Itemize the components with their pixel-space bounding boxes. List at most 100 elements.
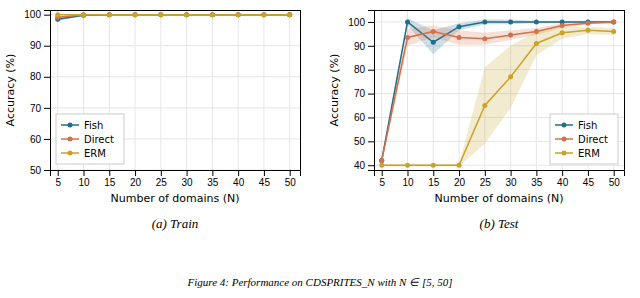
x-tick: 35 xyxy=(531,170,543,188)
tick-mark xyxy=(44,46,50,47)
point xyxy=(184,12,189,17)
panel: 5101520253035404550405060708090100Number… xyxy=(328,10,625,231)
tick-mark xyxy=(44,108,50,109)
legend: FishDirectERM xyxy=(56,114,124,164)
point xyxy=(210,12,215,17)
point xyxy=(236,12,241,17)
tick-label: 5 xyxy=(55,177,61,188)
error-band xyxy=(58,14,290,15)
grid-line xyxy=(135,10,136,170)
tick-mark xyxy=(264,170,265,176)
point xyxy=(287,12,292,17)
series xyxy=(55,12,292,17)
point xyxy=(261,12,266,17)
grid xyxy=(374,10,624,170)
y-axis-title: Accuracy (%) xyxy=(4,54,17,127)
tick-mark xyxy=(161,170,162,176)
y-tick: 90 xyxy=(30,40,50,51)
tick-label: 50 xyxy=(285,177,297,188)
point xyxy=(508,74,513,79)
tick-label: 25 xyxy=(480,177,492,188)
grid-line xyxy=(374,45,624,46)
grid-line xyxy=(50,76,300,77)
point xyxy=(379,163,384,168)
tick-mark xyxy=(44,15,50,16)
x-tick: 45 xyxy=(259,170,271,188)
error-band xyxy=(58,15,290,18)
subtitle: (a) Train xyxy=(152,216,199,231)
x-tick: 20 xyxy=(454,170,466,188)
point xyxy=(585,28,590,33)
point xyxy=(261,12,266,17)
tick-label: 35 xyxy=(207,177,219,188)
tick-mark xyxy=(368,165,374,166)
tick-label: 15 xyxy=(104,177,116,188)
point xyxy=(431,40,436,45)
tick-mark xyxy=(368,70,374,71)
tick-mark xyxy=(44,170,50,171)
error-band xyxy=(58,15,290,21)
x-tick: 20 xyxy=(130,170,142,188)
point xyxy=(534,19,539,24)
point xyxy=(261,12,266,17)
tick-mark xyxy=(58,170,59,176)
x-axis: 5101520253035404550 xyxy=(51,170,301,188)
point xyxy=(287,12,292,17)
tick-label: 10 xyxy=(78,177,90,188)
x-axis-title: Number of domains (N) xyxy=(434,192,563,205)
legend-box xyxy=(56,114,124,164)
line xyxy=(58,15,290,20)
tick-mark xyxy=(536,170,537,176)
frame-line xyxy=(300,10,301,170)
legend: FishDirectERM xyxy=(550,114,618,164)
tick-mark xyxy=(614,170,615,176)
point xyxy=(611,19,616,24)
series xyxy=(55,12,292,19)
tick-mark xyxy=(368,46,374,47)
x-tick: 25 xyxy=(480,170,492,188)
tick-mark xyxy=(382,170,383,176)
x-tick: 45 xyxy=(583,170,595,188)
point xyxy=(133,12,138,17)
x-axis-title: Number of domains (N) xyxy=(110,192,239,205)
tick-mark xyxy=(368,22,374,23)
point xyxy=(611,19,616,24)
tick-label: 80 xyxy=(30,71,42,82)
point xyxy=(81,13,86,18)
point xyxy=(210,12,215,17)
grid-line xyxy=(263,10,264,170)
y-tick: 70 xyxy=(30,103,50,114)
point xyxy=(158,12,163,17)
tick-mark xyxy=(368,141,374,142)
x-tick: 5 xyxy=(379,170,385,188)
point xyxy=(379,158,384,163)
point xyxy=(457,35,462,40)
caption: Figure 4: Performance on CDSPRITES_N wit… xyxy=(186,276,452,288)
grid-line xyxy=(186,10,187,170)
tick-label: 20 xyxy=(454,177,466,188)
tick-label: 5 xyxy=(379,177,385,188)
tick-label: 50 xyxy=(30,165,42,176)
point xyxy=(405,19,410,24)
y-tick: 100 xyxy=(348,17,374,28)
tick-mark xyxy=(44,77,50,78)
grid-line xyxy=(212,10,213,170)
tick-mark xyxy=(433,170,434,176)
x-tick: 35 xyxy=(207,170,219,188)
tick-mark xyxy=(290,170,291,176)
point xyxy=(210,12,215,17)
point xyxy=(184,12,189,17)
tick-label: 100 xyxy=(348,17,365,28)
tick-mark xyxy=(511,170,512,176)
point xyxy=(508,33,513,38)
point xyxy=(560,30,565,35)
tick-label: 70 xyxy=(30,103,42,114)
point xyxy=(379,158,384,163)
tick-label: 40 xyxy=(233,177,245,188)
tick-label: 30 xyxy=(506,177,518,188)
tick-label: 50 xyxy=(354,136,366,147)
x-tick: 5 xyxy=(55,170,61,188)
frame-line xyxy=(50,10,300,11)
x-tick: 15 xyxy=(428,170,440,188)
legend-label: ERM xyxy=(84,148,106,159)
